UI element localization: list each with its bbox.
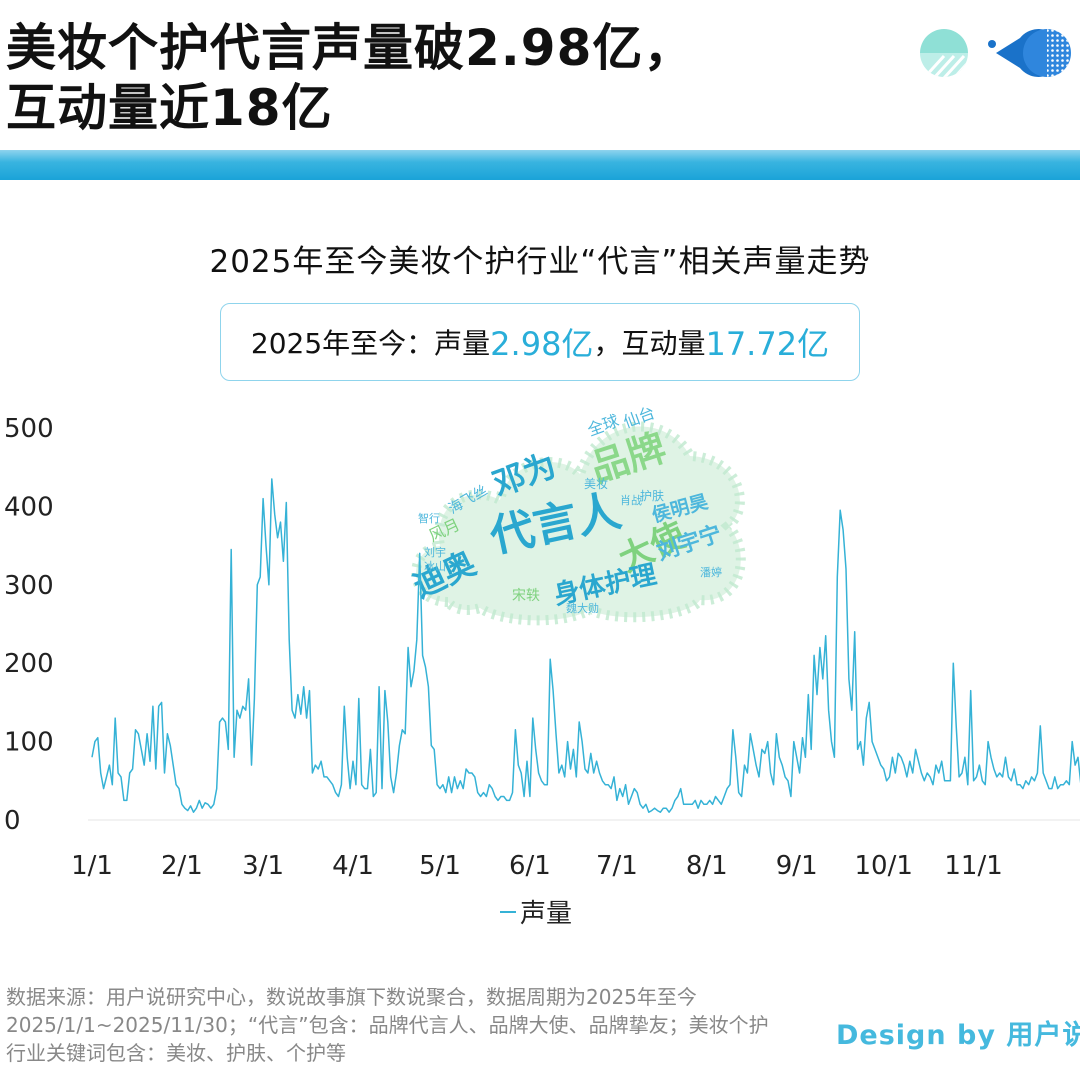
y-tick-label: 200 <box>4 649 54 679</box>
word-cloud-word: 肖战 <box>620 493 642 507</box>
headline-line-2: 互动量近18亿 <box>6 79 333 137</box>
y-tick-label: 400 <box>4 492 54 522</box>
summary-box: 2025年至今：声量 2.98亿 ，互动量 17.72亿 <box>220 303 860 381</box>
y-axis: 0 100 200 300 400 500 <box>4 414 54 836</box>
brand-logo-icon <box>920 29 1071 77</box>
series-line-声量 <box>91 478 1080 813</box>
word-cloud-word: 护肤 <box>640 488 664 503</box>
word-cloud: 代言人 品牌 大使 邓为 迪奥 身体护理 刘宇宁 侯明昊 全球 仙台 海飞丝 风… <box>407 403 746 626</box>
summary-volume: 2.98亿 <box>490 325 594 363</box>
summary-prefix: 2025年至今：声量 <box>250 327 491 360</box>
y-tick-label: 100 <box>4 728 54 758</box>
x-tick-label: 10/1 <box>855 851 913 881</box>
x-tick-label: 1/1 <box>71 851 113 881</box>
legend-label: 声量 <box>520 899 573 929</box>
x-tick-label: 4/1 <box>332 851 374 881</box>
x-tick-label: 3/1 <box>242 851 284 881</box>
y-tick-label: 500 <box>4 414 54 444</box>
word-cloud-word: 美妆 <box>584 477 608 491</box>
word-cloud-word: 刘宇 <box>424 546 446 559</box>
x-tick-label: 11/1 <box>944 851 1002 881</box>
x-tick-label: 9/1 <box>776 851 818 881</box>
legend: 声量 <box>500 893 572 930</box>
chart-title: 2025年至今美妆个护行业“代言”相关声量走势 <box>209 244 871 280</box>
word-cloud-word: 宋轶 <box>512 588 540 604</box>
headline: 美妆个护代言声量破2.98亿， 互动量近18亿 <box>6 18 886 138</box>
word-cloud-word: 潘婷 <box>700 565 722 579</box>
word-cloud-word: 冰山 <box>424 560 446 573</box>
x-tick-label: 7/1 <box>596 851 638 881</box>
legend-swatch <box>500 910 516 913</box>
headline-line-1: 美妆个护代言声量破2.98亿， <box>6 19 695 77</box>
summary-interactions: 17.72亿 <box>705 325 830 363</box>
line-chart: 0 100 200 300 400 500 1/1 2/1 3/1 4/1 5/1 6/1 7/1 8/… <box>4 403 1080 881</box>
x-tick-label: 6/1 <box>509 851 551 881</box>
footnote: 数据来源：用户说研究中心，数说故事旗下数说聚合，数据周期为2025年至今2025… <box>6 985 769 1065</box>
x-axis: 1/1 2/1 3/1 4/1 5/1 6/1 7/1 8/1 9/1 10/1 11/1 <box>71 851 1003 881</box>
y-tick-label: 0 <box>4 806 21 836</box>
word-cloud-texture <box>411 421 746 626</box>
x-tick-label: 5/1 <box>419 851 461 881</box>
summary-mid: ，互动量 <box>593 327 706 360</box>
word-cloud-word: 魏大勋 <box>566 601 599 615</box>
x-tick-label: 2/1 <box>161 851 203 881</box>
word-cloud-shape <box>416 426 741 621</box>
credit: Design by 用户说 <box>836 1020 1080 1051</box>
y-tick-label: 300 <box>4 571 54 601</box>
word-cloud-word: 智行 <box>418 511 440 525</box>
header-divider-bar <box>0 150 1080 180</box>
x-tick-label: 8/1 <box>686 851 728 881</box>
